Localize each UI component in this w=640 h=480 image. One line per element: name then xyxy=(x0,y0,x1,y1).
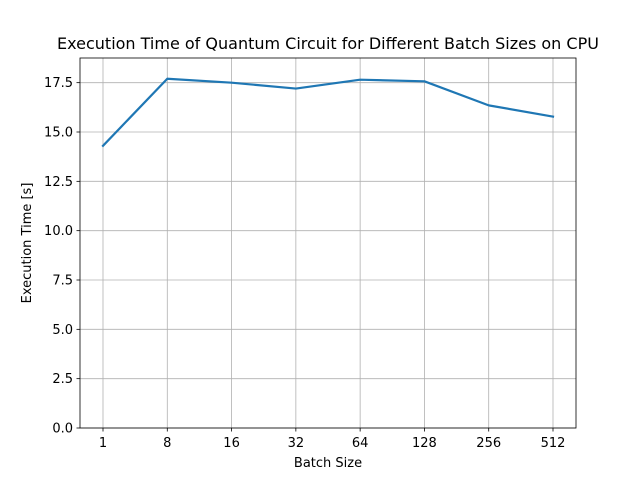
chart-title: Execution Time of Quantum Circuit for Di… xyxy=(57,34,599,53)
y-tick-label: 5.0 xyxy=(52,323,73,338)
y-tick-label: 15.0 xyxy=(44,126,73,141)
x-tick-label: 1 xyxy=(99,436,107,451)
y-axis: 0.0 2.5 5.0 7.5 10.0 12.5 15.0 17.5 xyxy=(44,76,80,437)
y-tick-label: 0.0 xyxy=(52,422,73,437)
x-tick-label: 64 xyxy=(352,436,369,451)
series-layer xyxy=(101,77,555,148)
y-tick-label: 12.5 xyxy=(44,175,73,190)
x-tick-label: 32 xyxy=(288,436,305,451)
y-tick-label: 17.5 xyxy=(44,76,73,91)
y-axis-label: Execution Time [s] xyxy=(20,183,35,304)
x-tick-label: 128 xyxy=(412,436,437,451)
x-tick-label: 8 xyxy=(163,436,171,451)
x-axis: 1 8 16 32 64 128 256 512 xyxy=(99,428,566,451)
grid-layer xyxy=(80,58,576,429)
x-tick-label: 256 xyxy=(476,436,501,451)
plot-frame xyxy=(79,57,577,429)
x-tick-label: 512 xyxy=(541,436,566,451)
y-tick-label: 2.5 xyxy=(52,372,73,387)
x-axis-label: Batch Size xyxy=(294,456,362,471)
y-tick-label: 10.0 xyxy=(44,224,73,239)
y-tick-label: 7.5 xyxy=(52,274,73,289)
x-tick-label: 16 xyxy=(223,436,240,451)
series-line xyxy=(101,77,555,148)
